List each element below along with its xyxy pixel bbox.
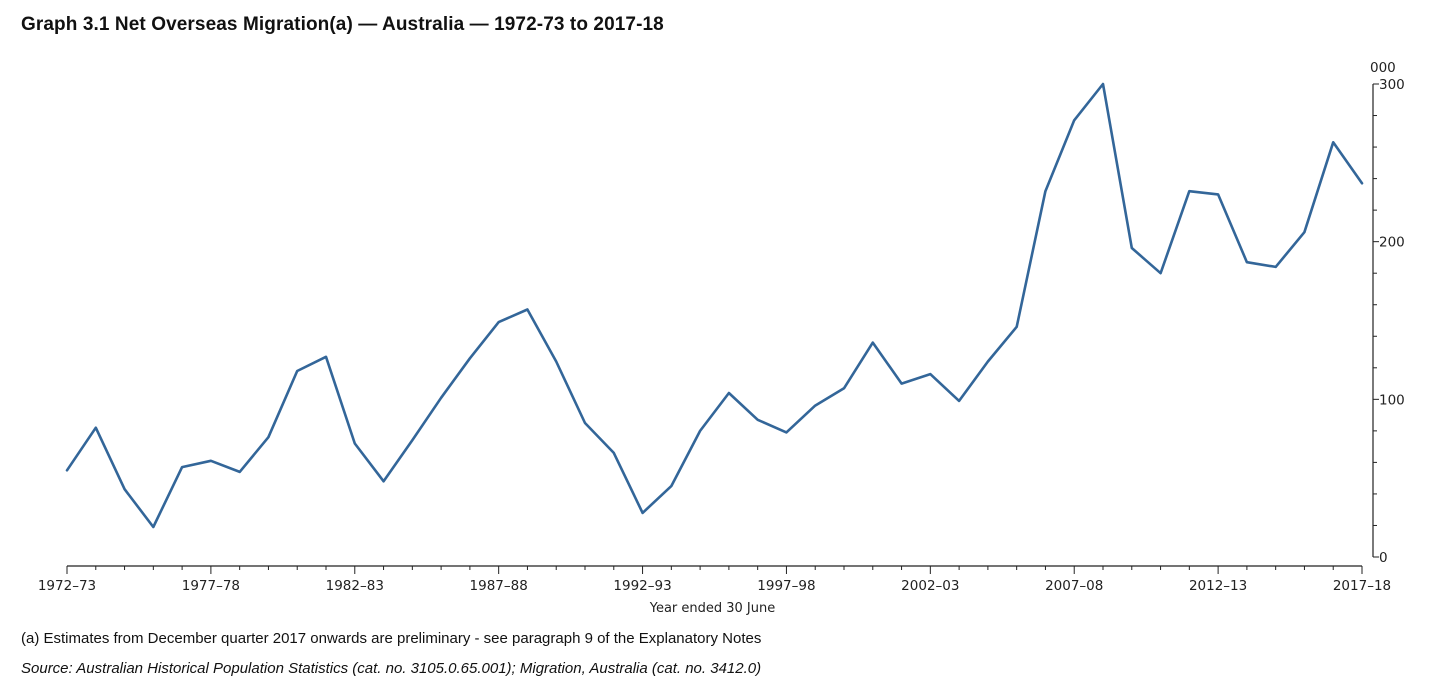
data-point xyxy=(699,430,701,432)
data-point xyxy=(785,431,787,433)
data-point xyxy=(526,308,528,310)
data-point xyxy=(95,427,97,429)
data-point xyxy=(1102,83,1104,85)
data-point xyxy=(872,341,874,343)
x-tick-label: 1977–78 xyxy=(182,578,240,594)
y-tick-label: 300 xyxy=(1379,77,1405,93)
series-line xyxy=(65,82,1364,529)
data-point xyxy=(1332,141,1334,143)
data-point xyxy=(1073,119,1075,121)
data-point xyxy=(354,442,356,444)
x-tick-label: 2007–08 xyxy=(1045,578,1103,594)
data-point xyxy=(411,439,413,441)
y-tick-label: 100 xyxy=(1379,392,1405,408)
data-point xyxy=(555,360,557,362)
data-point xyxy=(469,357,471,359)
x-tick-label: 1972–73 xyxy=(38,578,96,594)
data-point xyxy=(584,422,586,424)
axes xyxy=(66,83,1379,574)
x-tick-label: 2002–03 xyxy=(901,578,959,594)
data-point xyxy=(497,321,499,323)
data-point xyxy=(1217,193,1219,195)
source-note: Source: Australian Historical Population… xyxy=(21,660,762,677)
x-tick-label: 1987–88 xyxy=(470,578,528,594)
data-point xyxy=(296,370,298,372)
data-point xyxy=(440,397,442,399)
data-point xyxy=(1159,272,1161,274)
data-point xyxy=(1303,231,1305,233)
data-point xyxy=(1246,261,1248,263)
data-point xyxy=(66,469,68,471)
data-point xyxy=(929,373,931,375)
data-point xyxy=(238,471,240,473)
series-layer xyxy=(65,82,1364,529)
data-point xyxy=(152,526,154,528)
data-point xyxy=(1361,182,1363,184)
tick-labels: 1972–73 1977–78 1982–83 1987–88 1992–93 1997–… xyxy=(38,60,1405,616)
x-tick-label: 2012–13 xyxy=(1189,578,1247,594)
data-point xyxy=(728,392,730,394)
data-point xyxy=(1044,190,1046,192)
y-tick-label: 200 xyxy=(1379,235,1405,251)
data-point xyxy=(900,382,902,384)
data-point xyxy=(641,512,643,514)
data-point xyxy=(1131,247,1133,249)
data-point xyxy=(1015,326,1017,328)
data-point xyxy=(1274,266,1276,268)
y-axis-unit: 000 xyxy=(1370,60,1396,76)
x-tick-label: 1992–93 xyxy=(613,578,671,594)
x-tick-label: 1997–98 xyxy=(757,578,815,594)
data-point xyxy=(670,485,672,487)
footnote: (a) Estimates from December quarter 2017… xyxy=(21,630,762,647)
data-point xyxy=(958,400,960,402)
data-point xyxy=(843,387,845,389)
data-point xyxy=(613,452,615,454)
data-point xyxy=(181,466,183,468)
chart-title: Graph 3.1 Net Overseas Migration(a) — Au… xyxy=(21,14,664,35)
y-tick-label: 0 xyxy=(1379,550,1388,566)
x-tick-label: 2017–18 xyxy=(1333,578,1391,594)
data-point xyxy=(325,356,327,358)
data-point xyxy=(1188,190,1190,192)
data-point xyxy=(756,419,758,421)
data-point xyxy=(267,436,269,438)
data-point xyxy=(814,404,816,406)
data-point xyxy=(987,360,989,362)
data-point xyxy=(123,488,125,490)
data-point xyxy=(382,480,384,482)
data-point xyxy=(210,460,212,462)
x-tick-label: 1982–83 xyxy=(326,578,384,594)
x-axis-title: Year ended 30 June xyxy=(649,601,776,616)
